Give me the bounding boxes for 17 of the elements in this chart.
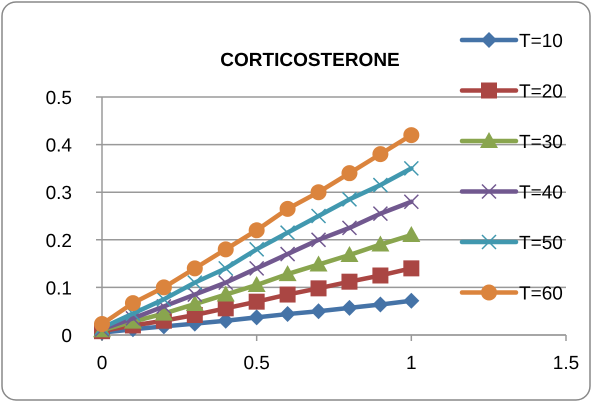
x-tick-label: 1 [406,353,417,374]
legend-label: T=40 [519,182,563,204]
legend-label: T=20 [519,82,563,102]
legend-label: T=10 [519,31,563,52]
y-tick-label: 0.4 [46,136,72,157]
y-tick-label: 0 [61,326,72,347]
legend-label: T=60 [519,284,563,304]
y-tick-label: 0.3 [46,183,72,204]
legend-label: T=30 [519,132,563,153]
x-tick-label: 1.5 [552,353,580,374]
x-tick-label: 0 [96,353,108,374]
y-tick-label: 0.2 [46,230,72,252]
x-tick-label: 0.5 [243,353,270,374]
y-tick-label: 0.5 [46,88,72,109]
chart-title: CORTICOSTERONE [220,50,400,71]
legend-label: T=50 [519,233,563,254]
y-tick-label: 0.1 [46,278,72,300]
